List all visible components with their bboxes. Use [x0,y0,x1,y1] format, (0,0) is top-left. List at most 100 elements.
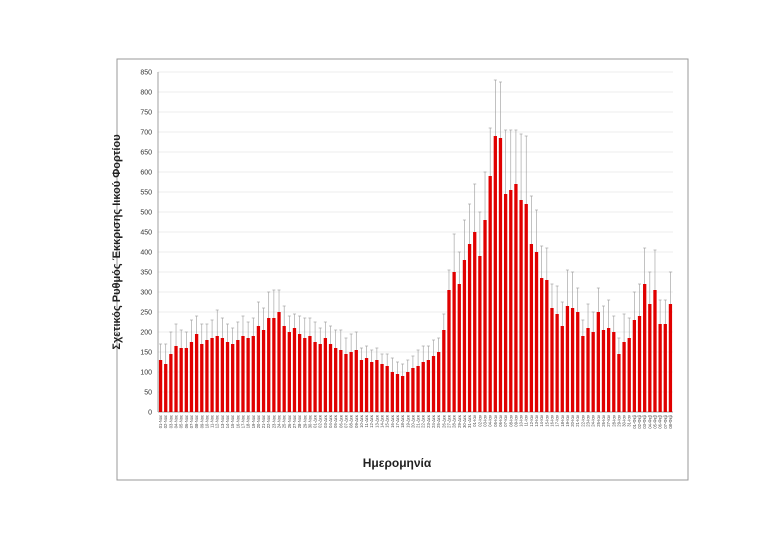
x-tick-label: 08-Νοε [194,415,199,428]
bar [297,334,302,412]
x-tick-label: 16-Δεκ [390,414,395,428]
x-tick-label: 29-Δεκ [457,414,462,428]
bar [637,316,642,412]
x-tick-label: 15-Νοε [230,415,235,428]
bar [364,358,369,412]
y-tick-label: 500 [140,210,152,217]
x-tick-label: 26-Νοε [287,415,292,428]
x-tick-label: 24-Ιαν [591,415,596,427]
x-tick-label: 06-Φεβ [658,414,663,428]
bar [339,350,343,412]
bar [400,376,405,412]
bar [534,252,539,412]
x-tick-label: 24-Δεκ [431,414,436,428]
x-tick-label: 11-Δεκ [364,414,369,427]
y-tick-label: 200 [140,330,152,337]
y-tick-label: 600 [140,170,152,177]
bar [205,340,209,412]
x-tick-label: 01-Νοε [158,415,163,428]
x-tick-label: 28-Νοε [297,415,302,428]
bar [658,324,662,412]
bar [225,342,230,412]
bar [483,220,487,412]
bar [241,336,245,412]
x-tick-label: 25-Νοε [282,415,287,428]
y-tick-label: 350 [140,270,152,277]
bar [318,344,322,412]
x-tick-label: 13-Ιαν [534,415,539,427]
bar [200,344,204,412]
x-tick-label: 26-Ιαν [601,415,606,427]
bar [447,290,451,412]
bar [431,356,436,412]
x-tick-label: 29-Νοε [302,415,307,428]
bar [581,336,585,412]
bar [514,184,518,412]
bar [437,352,441,412]
x-tick-label: 07-Φεβ [663,414,668,428]
x-tick-label: 12-Ιαν [529,415,534,427]
bar [601,330,606,412]
bar [246,338,250,412]
x-tick-label: 10-Νοε [204,415,209,428]
x-tick-label: 05-Φεβ [652,414,657,428]
y-tick-label: 0 [148,410,152,417]
x-tick-label: 11-Ιαν [524,415,529,426]
x-tick-label: 03-Νοε [168,415,173,428]
y-tick-label: 650 [140,150,152,157]
x-tick-label: 02-Νοε [163,415,168,428]
bar [643,284,647,412]
x-tick-label: 17-Νοε [240,415,245,428]
bar [478,256,482,412]
bar [261,330,266,412]
bar [442,330,446,412]
x-tick-label: 07-Δεκ [343,414,348,428]
bar [416,366,420,412]
x-tick-label: 29-Ιαν [616,415,621,427]
x-tick-label: 27-Νοε [292,415,297,428]
bar [164,364,168,412]
x-tick-label: 30-Νοε [307,415,312,428]
bar [473,232,477,412]
bar [308,336,312,412]
x-tick-label: 12-Δεκ [369,414,374,428]
x-tick-label: 03-Δεκ [323,414,328,428]
x-tick-label: 16-Νοε [235,415,240,428]
x-tick-label: 21-Ιαν [575,415,580,427]
x-tick-label: 27-Δεκ [446,414,451,428]
x-tick-label: 01-Ιαν [472,415,477,427]
bar [184,348,188,412]
x-tick-label: 18-Ιαν [560,415,565,427]
x-tick-label: 13-Νοε [220,415,225,428]
bar [632,320,637,412]
x-tick-label: 06-Ιαν [498,415,503,427]
x-tick-label: 08-Ιαν [508,415,513,427]
x-tick-label: 09-Δεκ [354,414,359,428]
x-tick-label: 25-Ιαν [596,415,601,427]
x-tick-label: 28-Ιαν [611,415,616,427]
x-tick-label: 17-Ιαν [555,415,560,427]
x-tick-label: 07-Ιαν [503,415,508,427]
bar [509,190,513,412]
bar [462,260,467,412]
bar [251,336,255,412]
bar [627,338,631,412]
x-tick-label: 27-Ιαν [606,415,611,427]
bar [158,360,163,412]
bar [488,176,492,412]
bar [169,354,173,412]
bar [503,194,508,412]
bar [189,342,194,412]
bar [550,308,554,412]
bar [328,344,333,412]
bar [174,346,178,412]
x-tick-label: 31-Ιαν [627,415,632,427]
bar [570,308,575,412]
bar [179,348,183,412]
x-tick-label: 17-Δεκ [395,414,400,428]
y-tick-label: 150 [140,350,152,357]
bar [565,306,570,412]
x-tick-label: 06-Νοε [184,415,189,428]
x-tick-label: 09-Νοε [199,415,204,428]
